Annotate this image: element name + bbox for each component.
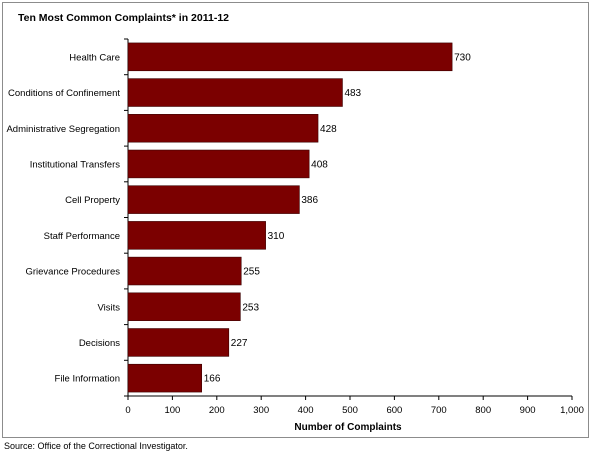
category-label: Health Care xyxy=(69,52,120,63)
value-label: 386 xyxy=(301,195,318,206)
x-tick-label: 700 xyxy=(431,405,447,416)
value-label: 310 xyxy=(268,231,285,242)
x-tick-label: 1,000 xyxy=(560,405,584,416)
category-label: Cell Property xyxy=(65,195,120,206)
bar xyxy=(127,292,241,321)
category-label: Administrative Segregation xyxy=(6,124,120,135)
category-label: Institutional Transfers xyxy=(30,159,121,170)
bar xyxy=(127,149,310,179)
category-label: Decisions xyxy=(79,338,120,349)
value-label: 483 xyxy=(344,88,361,99)
value-label: 428 xyxy=(320,124,337,135)
bar xyxy=(127,221,266,250)
value-label: 253 xyxy=(242,302,259,313)
bar xyxy=(127,328,230,357)
bar xyxy=(127,114,319,143)
value-label: 730 xyxy=(454,52,471,63)
value-label: 166 xyxy=(204,374,221,385)
bar xyxy=(127,42,453,72)
category-label: Grievance Procedures xyxy=(25,267,120,278)
value-label: 255 xyxy=(243,267,260,278)
category-label: File Information xyxy=(55,374,120,385)
bar xyxy=(127,78,343,107)
x-tick-label: 300 xyxy=(253,405,269,416)
source-note: Source: Office of the Correctional Inves… xyxy=(4,441,188,451)
chart-frame: Ten Most Common Complaints* in 2011-12 xyxy=(2,2,589,438)
x-tick-label: 200 xyxy=(209,405,225,416)
bar xyxy=(127,363,203,393)
x-tick-label: 0 xyxy=(125,405,130,416)
x-tick-label: 600 xyxy=(386,405,402,416)
x-tick-label: 800 xyxy=(475,405,491,416)
x-tick-label: 100 xyxy=(164,405,180,416)
category-label: Visits xyxy=(97,302,120,313)
x-tick-label: 900 xyxy=(520,405,536,416)
value-label: 227 xyxy=(231,338,248,349)
category-label: Conditions of Confinement xyxy=(8,88,120,99)
chart-title: Ten Most Common Complaints* in 2011-12 xyxy=(18,12,230,24)
category-label: Staff Performance xyxy=(44,231,120,242)
value-label: 408 xyxy=(311,159,328,170)
x-tick-label: 500 xyxy=(342,405,358,416)
x-tick-label: 400 xyxy=(298,405,314,416)
bar xyxy=(127,185,300,214)
bar xyxy=(127,256,242,286)
x-axis-title: Number of Complaints xyxy=(294,422,402,433)
